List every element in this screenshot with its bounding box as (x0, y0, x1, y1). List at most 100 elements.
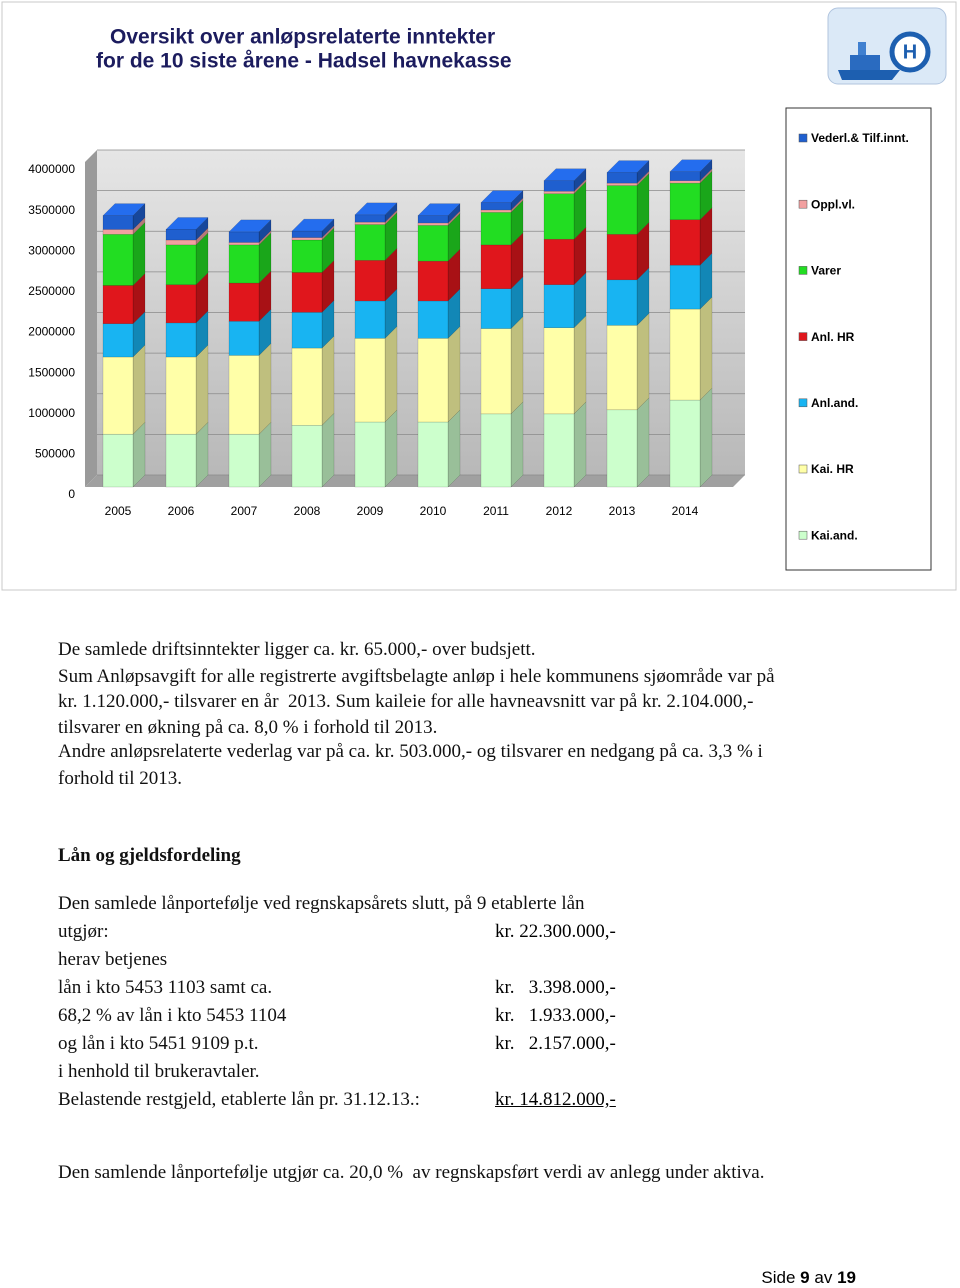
bar-top (228, 219, 272, 233)
y-tick-label: 2500000 (28, 284, 75, 298)
y-tick-label: 3500000 (28, 203, 75, 217)
side-wall (85, 150, 97, 487)
bar (291, 230, 323, 238)
bar (102, 229, 134, 235)
paragraph-line: Andre anløpsrelaterte vederlag var på ca… (58, 741, 763, 762)
bar (354, 260, 386, 302)
y-tick-label: 0 (68, 487, 75, 501)
bar (165, 239, 197, 246)
bar (606, 234, 638, 281)
bar (606, 279, 638, 326)
loan-amount: kr. 14.812.000,- (495, 1089, 616, 1110)
bar-side (195, 344, 209, 435)
bar-side (636, 312, 650, 411)
x-tick-label: 2007 (231, 504, 258, 518)
x-tick-label: 2006 (168, 504, 195, 518)
bar (228, 231, 260, 243)
legend-box (785, 107, 932, 571)
legend-swatch (798, 266, 808, 275)
y-tick-label: 4000000 (28, 162, 75, 176)
bar (228, 433, 260, 488)
bar (480, 212, 512, 246)
loan-label: lån i kto 5453 1103 samt ca. (58, 977, 273, 998)
bar (480, 288, 512, 329)
bar-top (417, 203, 461, 216)
y-tick-label: 2000000 (28, 325, 75, 339)
bar-top (165, 217, 209, 230)
legend-swatch (798, 332, 808, 341)
bar-top (606, 160, 650, 173)
bar-side (573, 401, 587, 488)
x-tick-label: 2005 (105, 504, 132, 518)
legend-label: Anl.and. (811, 396, 858, 410)
bar-side (510, 401, 524, 488)
bar (543, 413, 575, 488)
footer-page: 9 (800, 1268, 810, 1287)
y-tick-label: 3000000 (28, 243, 75, 257)
bar-side (573, 315, 587, 415)
bar (417, 338, 449, 423)
bar (165, 322, 197, 358)
bar (165, 433, 197, 488)
bar (543, 327, 575, 415)
bar-side (699, 296, 713, 401)
bar (228, 242, 260, 246)
bar (543, 191, 575, 194)
bar (669, 399, 701, 488)
bar-side (447, 325, 461, 423)
paragraph-line: kr. 1.120.000,- tilsvarer en år 2013. Su… (58, 691, 754, 712)
legend-swatch (798, 133, 808, 143)
footer: Side 9 av 19 (761, 1268, 856, 1288)
bar-side (384, 325, 398, 423)
bar-side (447, 409, 461, 488)
bar (669, 182, 701, 220)
bar (606, 185, 638, 235)
bar (417, 300, 449, 339)
footer-text: Side (761, 1268, 796, 1287)
legend-label: Varer (811, 264, 841, 278)
bar (102, 215, 134, 230)
bar (480, 328, 512, 415)
bar (354, 214, 386, 223)
bar (165, 229, 197, 241)
bar (354, 221, 386, 225)
bar (669, 264, 701, 310)
bar (165, 244, 197, 285)
bar-side (132, 344, 146, 435)
paragraph-line: Sum Anløpsavgift for alle registrerte av… (58, 666, 775, 687)
bar (102, 356, 134, 435)
bar-top (291, 218, 335, 232)
bar (354, 224, 386, 261)
bar-top (669, 159, 713, 172)
bar (102, 433, 134, 488)
bar (102, 323, 134, 358)
loan-label: herav betjenes (58, 949, 168, 970)
paragraph-line: De samlede driftsinntekter ligger ca. kr… (58, 639, 536, 660)
loan-amount: kr. 2.157.000,- (495, 1033, 616, 1054)
bar (543, 284, 575, 328)
bar (606, 172, 638, 184)
bar-side (258, 342, 272, 435)
bar (543, 238, 575, 285)
bar (291, 239, 323, 273)
bar (669, 171, 701, 181)
x-tick-label: 2009 (357, 504, 384, 518)
x-tick-label: 2012 (546, 504, 573, 518)
y-tick-label: 1000000 (28, 406, 75, 420)
bar-top (102, 203, 146, 216)
bar (417, 225, 449, 262)
bar (165, 284, 197, 324)
bar (606, 409, 638, 488)
bar (291, 347, 323, 426)
bar-side (699, 387, 713, 488)
bar (480, 413, 512, 488)
loan-label: i henhold til brukeravtaler. (58, 1061, 260, 1082)
bar-top (354, 202, 398, 216)
loan-amount: kr. 1.933.000,- (495, 1005, 616, 1026)
paragraph-line: tilsvarer en økning på ca. 8,0 % i forho… (58, 717, 438, 738)
bar (417, 215, 449, 224)
y-tick-label: 1500000 (28, 365, 75, 379)
legend-label: Kai. HR (811, 462, 854, 476)
bar (480, 209, 512, 213)
footer-total: 19 (837, 1268, 856, 1287)
